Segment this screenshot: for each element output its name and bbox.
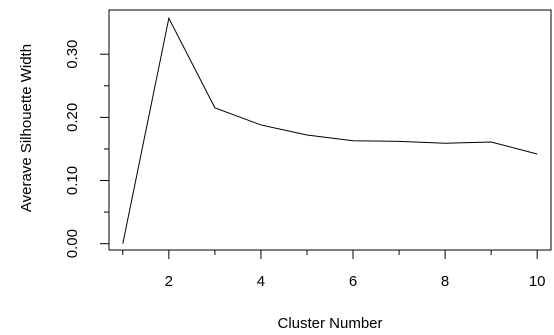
- data-point: [122, 243, 123, 244]
- x-tick-label: 8: [441, 273, 449, 290]
- data-point: [214, 107, 215, 108]
- data-point: [537, 154, 538, 155]
- y-tick-label: 0.00: [64, 229, 81, 258]
- series-points: [122, 18, 537, 244]
- series-line: [122, 16, 538, 244]
- y-tick-label: 0.30: [64, 40, 81, 69]
- y-axis-title: Averave Silhouette Width: [18, 44, 35, 212]
- data-point: [168, 18, 169, 19]
- y-tick-label: 0.20: [64, 103, 81, 132]
- y-axis: 0.00 0.10 0.20 0.30: [64, 40, 109, 258]
- data-point: [260, 124, 261, 125]
- data-point: [491, 142, 492, 143]
- x-axis-title: Cluster Number: [277, 315, 382, 332]
- data-point: [445, 143, 446, 144]
- x-tick-label: 6: [349, 273, 357, 290]
- data-point: [353, 140, 354, 141]
- x-axis: 2 4 6 8 10: [122, 250, 546, 290]
- plot-frame: [108, 9, 552, 251]
- x-tick-label: 4: [257, 273, 265, 290]
- x-tick-label: 10: [529, 273, 546, 290]
- x-tick-label: 2: [165, 273, 173, 290]
- y-tick-label: 0.10: [64, 166, 81, 195]
- data-point: [306, 135, 307, 136]
- data-point: [399, 141, 400, 142]
